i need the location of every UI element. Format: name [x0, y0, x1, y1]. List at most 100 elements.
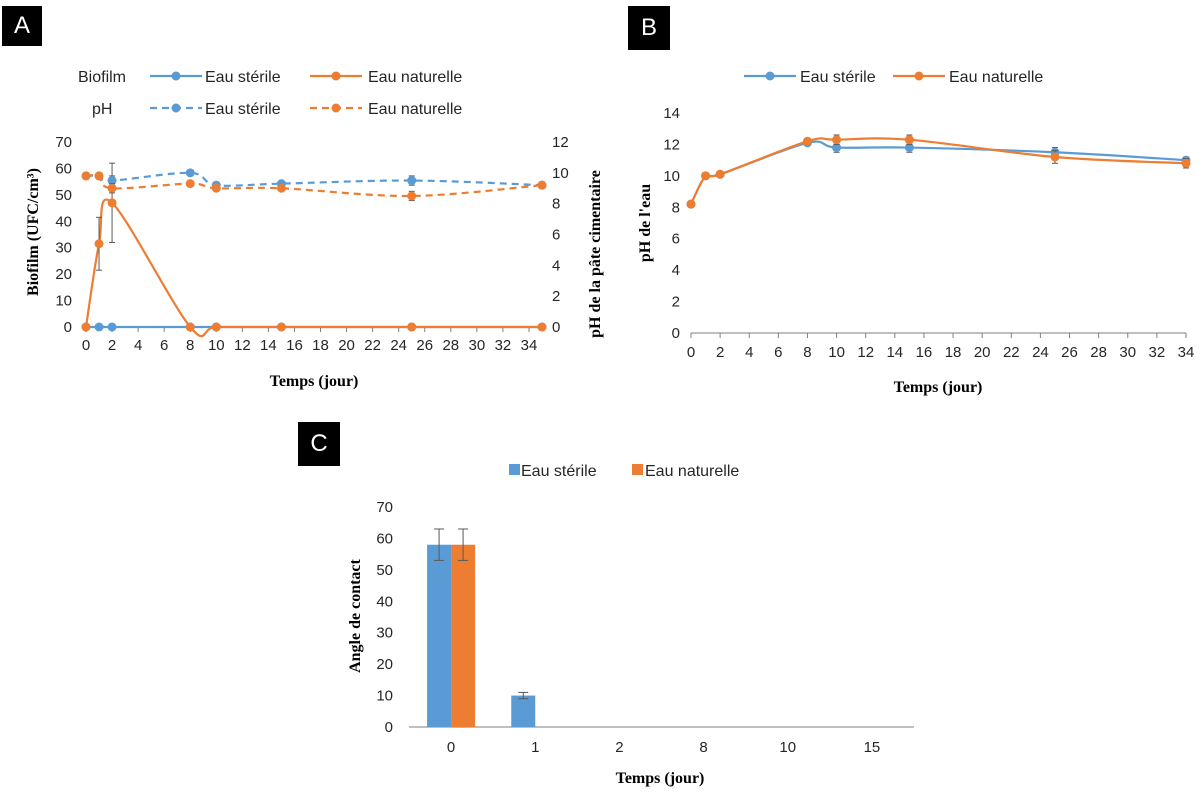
chart-b-y-tick-label: 8: [672, 199, 680, 216]
chart-b-point: [686, 199, 696, 209]
chart-a-x-tick-label: 0: [82, 337, 90, 354]
chart-a-x-tick-label: 8: [186, 337, 194, 354]
chart-c-ylabel: Angle de contact: [347, 558, 364, 672]
chart-a-series-line-2: [85, 171, 543, 187]
chart-a-x-tick-label: 18: [312, 337, 329, 354]
chart-b-x-tick-label: 24: [1032, 344, 1049, 361]
legend-a-biofilm-naturelle-mark-marker: [331, 71, 341, 81]
chart-a-x-tick-label: 4: [134, 337, 142, 354]
chart-a-x-tick-label: 6: [160, 337, 168, 354]
chart-a-y2-tick-label: 4: [552, 257, 560, 274]
chart-b-x-tick-label: 6: [774, 344, 782, 361]
chart-a-y2-tick-label: 0: [552, 319, 560, 336]
chart-b-x-tick-label: 14: [886, 344, 903, 361]
chart-c-x-tick-label: 10: [779, 739, 796, 756]
chart-b-x-tick-label: 10: [828, 344, 845, 361]
chart-c-xlabel: Temps (jour): [616, 770, 705, 787]
chart-b-x-tick-label: 26: [1061, 344, 1078, 361]
chart-a-x-tick-label: 34: [521, 337, 538, 354]
legend-a-ph-sterile-mark-marker: [171, 103, 181, 113]
chart-a-point: [185, 322, 195, 332]
chart-a-x-tick-label: 26: [416, 337, 433, 354]
chart-a-y-tick-label: 60: [55, 160, 72, 177]
chart-a-point: [107, 322, 117, 332]
chart-b-point: [904, 135, 914, 145]
chart-b-x-tick-label: 20: [974, 344, 991, 361]
chart-b-point: [904, 143, 914, 153]
chart-b-y-tick-label: 10: [663, 168, 680, 185]
chart-a-y2-tick-label: 2: [552, 288, 560, 305]
legend-b-sterile-mark-marker: [765, 71, 775, 81]
chart-b-series-line-0: [690, 140, 1187, 205]
chart-a-point: [211, 183, 221, 193]
chart-c-y-tick-label: 60: [376, 530, 393, 547]
chart-a-point: [107, 183, 117, 193]
legend-c-sterile-swatch: [509, 464, 520, 475]
chart-b-point: [715, 169, 725, 179]
chart-a-x-tick-label: 32: [495, 337, 512, 354]
chart-a-xlabel: Temps (jour): [270, 373, 359, 390]
chart-a-y-tick-label: 0: [64, 319, 72, 336]
legend-a-ph-naturelle-mark-marker: [331, 103, 341, 113]
chart-a-series-line-3: [85, 173, 543, 198]
chart-a-y-tick-label: 30: [55, 240, 72, 257]
chart-a-y2-tick-label: 12: [552, 134, 569, 151]
chart-c-x-tick-label: 15: [864, 739, 881, 756]
legend-b-sterile: Eau stérile: [800, 69, 876, 86]
chart-a-x-tick-label: 20: [338, 337, 355, 354]
chart-b-x-tick-label: 8: [803, 344, 811, 361]
chart-a-series-line-1: [84, 198, 542, 338]
chart-a-x-tick-label: 24: [390, 337, 407, 354]
chart-a-x-tick-label: 14: [260, 337, 277, 354]
legend-a-ph-sterile: Eau stérile: [205, 101, 281, 118]
chart-a-point: [94, 239, 104, 249]
chart-a-point: [81, 171, 91, 181]
chart-a-point: [94, 322, 104, 332]
chart-b-x-tick-label: 28: [1090, 344, 1107, 361]
legend-c-naturelle: Eau naturelle: [645, 463, 739, 480]
chart-a-x-tick-label: 10: [208, 337, 225, 354]
chart-a-point: [276, 183, 286, 193]
chart-a-y-tick-label: 20: [55, 266, 72, 283]
legend-c-naturelle-swatch: [632, 464, 643, 475]
chart-a-point: [407, 322, 417, 332]
chart-a-point: [107, 176, 117, 186]
chart-a-y2-tick-label: 6: [552, 227, 560, 244]
legend-group-ph: pH: [92, 101, 112, 118]
legend-a-ph-naturelle: Eau naturelle: [368, 101, 462, 118]
chart-c-x-tick-label: 8: [699, 739, 707, 756]
chart-a-point: [107, 198, 117, 208]
chart-c-y-tick-label: 30: [376, 625, 393, 642]
chart-b-y-tick-label: 0: [672, 325, 680, 342]
chart-c: Eau stérile Eau naturelle Temps (jour) A…: [347, 463, 914, 787]
chart-b-y-tick-label: 4: [672, 262, 680, 279]
chart-b-point: [802, 136, 812, 146]
legend-a-biofilm-sterile: Eau stérile: [205, 69, 281, 86]
chart-b: Eau stérile Eau naturelle Temps (jour) p…: [637, 69, 1194, 396]
chart-a-y2-tick-label: 10: [552, 165, 569, 182]
chart-a-point: [211, 322, 221, 332]
chart-a-x-tick-label: 28: [442, 337, 459, 354]
chart-a-point: [276, 322, 286, 332]
legend-b-naturelle: Eau naturelle: [949, 69, 1043, 86]
chart-b-y-tick-label: 12: [663, 136, 680, 153]
legend-b-naturelle-mark-marker: [914, 71, 924, 81]
chart-b-point: [701, 171, 711, 181]
panel-label-c: C: [298, 422, 340, 466]
chart-c-y-tick-label: 10: [376, 688, 393, 705]
chart-b-point: [1181, 158, 1191, 168]
chart-a-x-tick-label: 12: [234, 337, 251, 354]
chart-c-y-tick-label: 70: [376, 499, 393, 516]
chart-c-x-tick-label: 2: [615, 739, 623, 756]
chart-b-x-tick-label: 30: [1119, 344, 1136, 361]
chart-a-point: [407, 176, 417, 186]
chart-a-x-tick-label: 30: [469, 337, 486, 354]
chart-b-x-tick-label: 12: [857, 344, 874, 361]
chart-a-point: [537, 322, 547, 332]
chart-a-y2-tick-label: 8: [552, 196, 560, 213]
chart-c-bar: [427, 544, 452, 727]
chart-b-x-tick-label: 18: [945, 344, 962, 361]
chart-b-y-tick-label: 2: [672, 294, 680, 311]
chart-c-y-tick-label: 20: [376, 656, 393, 673]
chart-b-y-tick-label: 6: [672, 231, 680, 248]
